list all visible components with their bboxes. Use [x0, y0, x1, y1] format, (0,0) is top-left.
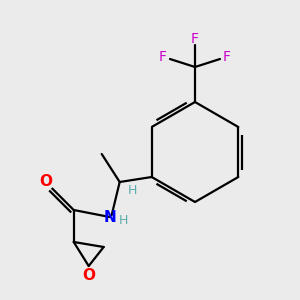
Text: O: O — [39, 173, 52, 188]
Text: F: F — [191, 32, 199, 46]
Text: H: H — [119, 214, 128, 226]
Text: F: F — [223, 50, 231, 64]
Text: F: F — [159, 50, 167, 64]
Text: O: O — [82, 268, 95, 283]
Text: H: H — [128, 184, 137, 196]
Text: N: N — [103, 209, 116, 224]
